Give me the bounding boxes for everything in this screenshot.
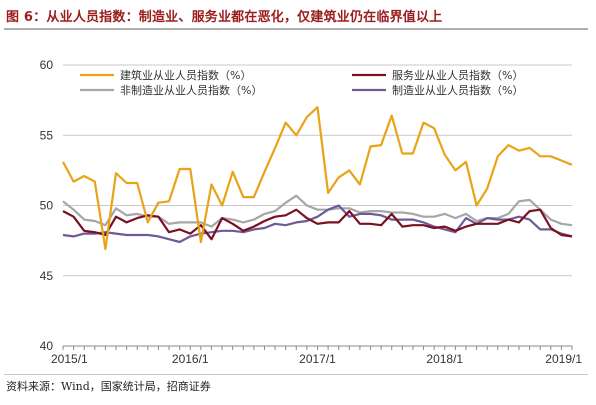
series-lines bbox=[62, 106, 573, 251]
legend: 建筑业从业人员指数（%） 服务业从业人员指数（%） 非制造业从业人员指数（%） 制造业… bbox=[80, 68, 523, 97]
y-tick-label: 45 bbox=[40, 269, 54, 283]
legend-label: 建筑业从业人员指数（%） bbox=[120, 68, 251, 82]
y-tick-label: 50 bbox=[40, 199, 54, 213]
footer-divider bbox=[4, 374, 588, 375]
series-line-1 bbox=[62, 208, 573, 241]
y-tick-label: 55 bbox=[40, 128, 54, 142]
chart-title: 图 6：从业人员指数：制造业、服务业都在恶化，仅建筑业仍在临界值以上 bbox=[6, 10, 443, 25]
legend-label: 制造业从业人员指数（%） bbox=[392, 83, 523, 97]
legend-label: 服务业从业人员指数（%） bbox=[392, 68, 523, 82]
series-line-0 bbox=[62, 106, 573, 251]
title-divider bbox=[4, 28, 588, 30]
y-axis-ticks: 40 45 50 55 60 bbox=[40, 58, 54, 353]
x-tick-label: 2018/1 bbox=[426, 352, 463, 366]
grid-lines bbox=[63, 64, 572, 277]
source-note: 资料来源：Wind，国家统计局，招商证券 bbox=[6, 380, 211, 393]
series-line-2 bbox=[62, 194, 573, 228]
x-tick-label: 2016/1 bbox=[172, 352, 209, 366]
y-tick-label: 60 bbox=[40, 58, 54, 72]
y-tick-label: 40 bbox=[40, 339, 54, 353]
x-tick-label: 2015/1 bbox=[51, 352, 88, 366]
series-line-3 bbox=[62, 204, 573, 244]
x-tick-label: 2017/1 bbox=[299, 352, 336, 366]
legend-label: 非制造业从业人员指数（%） bbox=[120, 83, 262, 97]
x-tick-label: 2019/1 bbox=[545, 352, 582, 366]
x-axis: 2015/1 2016/1 2017/1 2018/1 2019/1 bbox=[51, 345, 582, 366]
